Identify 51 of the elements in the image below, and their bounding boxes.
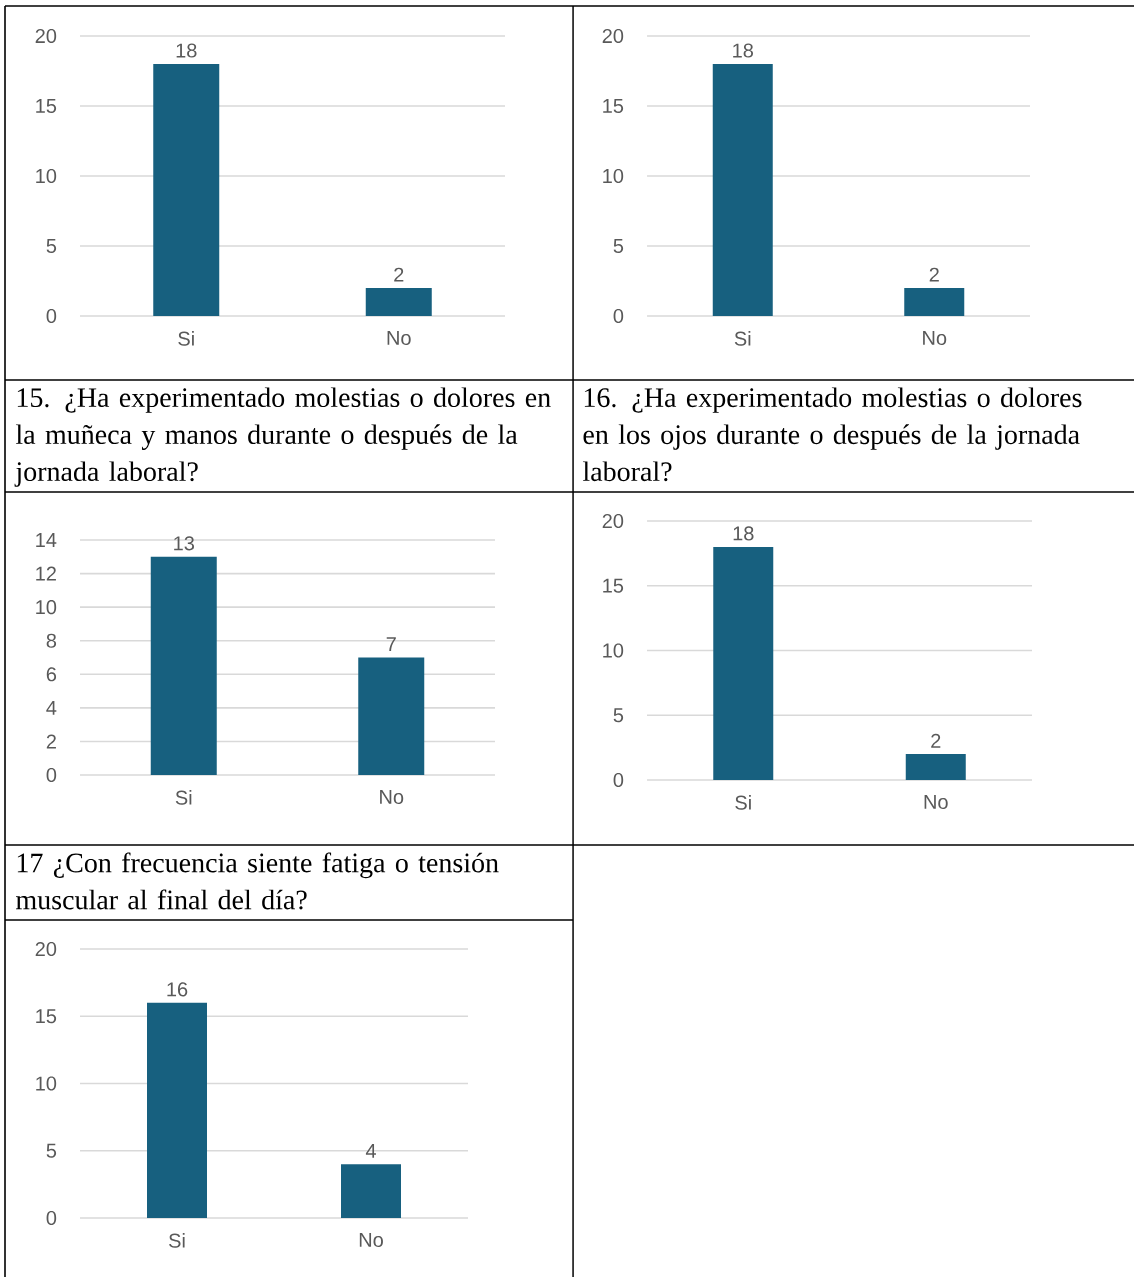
y-tick-label: 0 [46, 1210, 57, 1226]
chart-title: 17 ¿Con frecuencia siente fatiga o tensión muscular al final del día? [16, 852, 499, 910]
y-tick-label: 2 [46, 734, 56, 749]
y-tick-label: 15 [603, 99, 624, 113]
data-label: 2 [931, 733, 941, 748]
data-label: 2 [394, 267, 404, 282]
y-tick-label: 10 [603, 643, 624, 658]
y-tick-label: 10 [603, 168, 624, 184]
y-tick-label: 15 [36, 1009, 57, 1024]
chart-title: 16. ¿Ha experimentado molestias o dolores en los ojos durante o después de la jornada laboral? [582, 387, 1082, 482]
data-label: 13 [174, 536, 195, 551]
x-tick-label: Si [169, 1233, 185, 1248]
x-tick-label: No [924, 795, 948, 810]
y-tick-label: 14 [36, 533, 57, 547]
y-tick-label: 0 [46, 767, 57, 783]
data-label: 4 [365, 1144, 376, 1158]
data-label: 18 [176, 43, 197, 58]
y-tick-label: 5 [46, 1143, 57, 1158]
x-tick-label: No [387, 331, 411, 346]
y-tick-label: 5 [613, 708, 624, 723]
y-tick-label: 10 [36, 600, 57, 615]
y-tick-label: 15 [603, 578, 624, 593]
x-tick-label: No [923, 331, 947, 346]
x-tick-label: No [380, 790, 404, 805]
x-tick-label: Si [734, 331, 751, 346]
y-tick-label: 20 [35, 941, 57, 957]
x-tick-label: Si [735, 795, 751, 810]
y-tick-label: 20 [35, 28, 57, 44]
y-tick-label: 8 [46, 633, 57, 648]
chart-title: 15. ¿Ha experimentado molestias o dolores en la muñeca y manos durante o después de la jornada laboral? [14, 387, 551, 487]
y-tick-label: 0 [613, 308, 624, 324]
y-tick-label: 5 [46, 239, 57, 253]
y-tick-label: 6 [46, 667, 57, 682]
data-label: 2 [929, 267, 939, 282]
y-tick-label: 4 [46, 700, 57, 715]
x-tick-label: No [359, 1233, 383, 1248]
x-tick-label: Si [175, 790, 192, 805]
y-tick-label: 0 [613, 772, 624, 788]
data-label: 18 [733, 526, 754, 541]
y-tick-label: 0 [46, 308, 57, 324]
y-tick-label: 12 [36, 566, 56, 581]
y-tick-label: 10 [36, 168, 57, 184]
y-tick-label: 15 [36, 99, 57, 113]
y-tick-label: 20 [602, 513, 624, 529]
data-label: 7 [386, 637, 396, 652]
data-label: 16 [167, 982, 188, 997]
y-tick-label: 5 [613, 239, 624, 253]
x-tick-label: Si [178, 331, 194, 346]
y-tick-label: 10 [36, 1076, 57, 1091]
data-label: 18 [733, 43, 754, 58]
y-tick-label: 20 [602, 28, 624, 44]
